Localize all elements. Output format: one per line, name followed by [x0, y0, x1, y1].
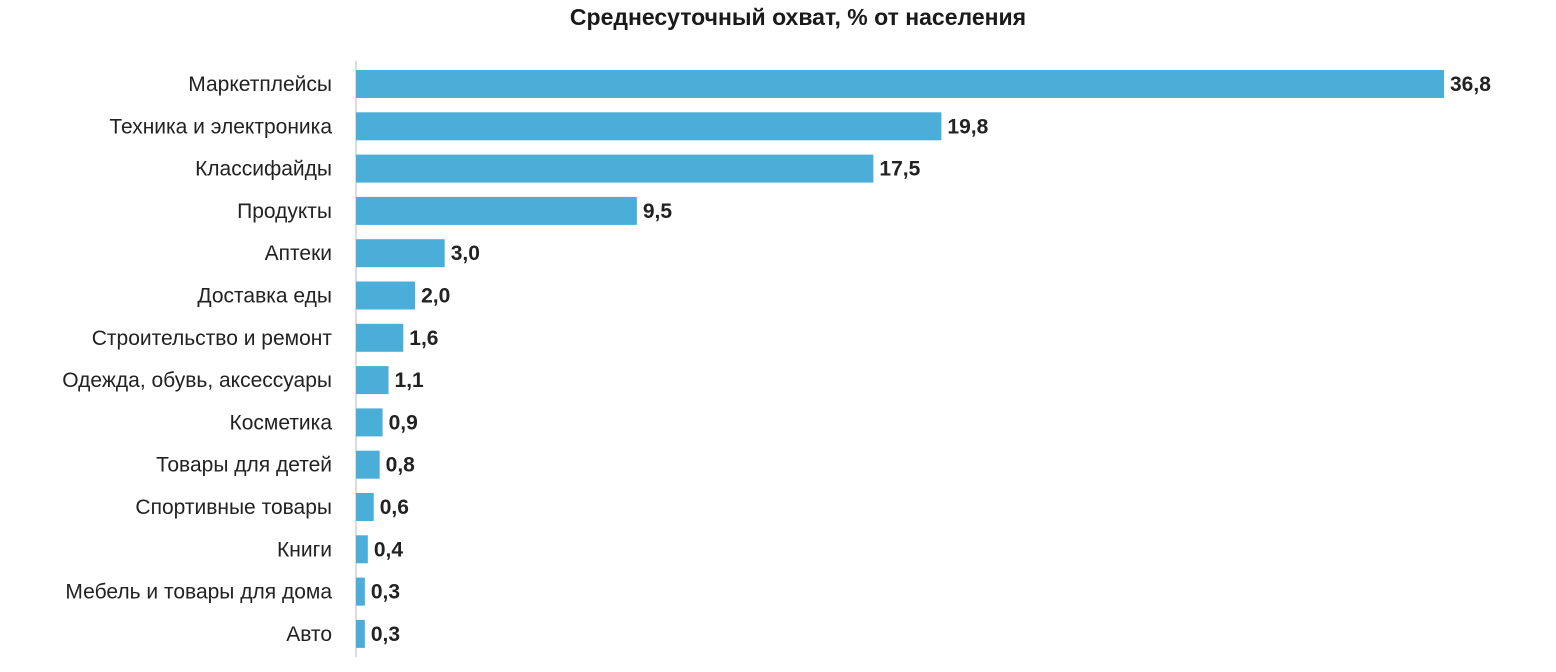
value-label: 19,8 [947, 115, 988, 138]
value-label: 0,3 [371, 623, 400, 646]
bars-group: Маркетплейсы 36,8 Техника и электроника 19,… [62, 70, 1491, 648]
category-label: Авто [286, 623, 332, 646]
category-label: Аптеки [265, 242, 332, 265]
category-label: Маркетплейсы [188, 73, 332, 96]
value-label: 0,3 [371, 581, 400, 604]
chart-title: Среднесуточный охват, % от населения [569, 4, 1027, 30]
bar [356, 366, 389, 395]
bar [356, 577, 365, 606]
category-label: Спортивные товары [135, 496, 332, 519]
category-label: Строительство и ремонт [92, 327, 333, 350]
value-label: 1,1 [395, 369, 425, 392]
category-label: Продукты [237, 200, 332, 223]
value-label: 3,0 [451, 242, 480, 265]
bar [356, 154, 874, 183]
value-label: 0,4 [374, 538, 404, 561]
category-label: Техника и электроника [109, 115, 332, 138]
category-label: Товары для детей [156, 454, 332, 477]
value-label: 36,8 [1450, 73, 1491, 96]
bar [356, 239, 445, 268]
value-label: 0,8 [386, 454, 416, 477]
category-label: Доставка еды [197, 285, 332, 308]
value-label: 9,5 [643, 200, 673, 223]
category-label: Классифайды [195, 158, 332, 181]
value-label: 0,9 [389, 411, 418, 434]
bar [356, 112, 942, 141]
bar [356, 196, 637, 225]
value-label: 2,0 [421, 285, 450, 308]
value-label: 0,6 [380, 496, 409, 519]
value-label: 1,6 [409, 327, 438, 350]
bar [356, 281, 416, 310]
bar [356, 493, 374, 521]
category-label: Мебель и товары для дома [65, 581, 332, 604]
category-label: Косметика [229, 411, 332, 434]
bar [356, 619, 365, 648]
bar [356, 450, 380, 479]
category-label: Одежда, обувь, аксессуары [62, 369, 332, 392]
bar [356, 408, 383, 437]
bar [356, 323, 404, 352]
category-label: Книги [277, 538, 332, 561]
bar [356, 70, 1444, 98]
bar [356, 535, 368, 564]
value-label: 17,5 [879, 158, 920, 181]
